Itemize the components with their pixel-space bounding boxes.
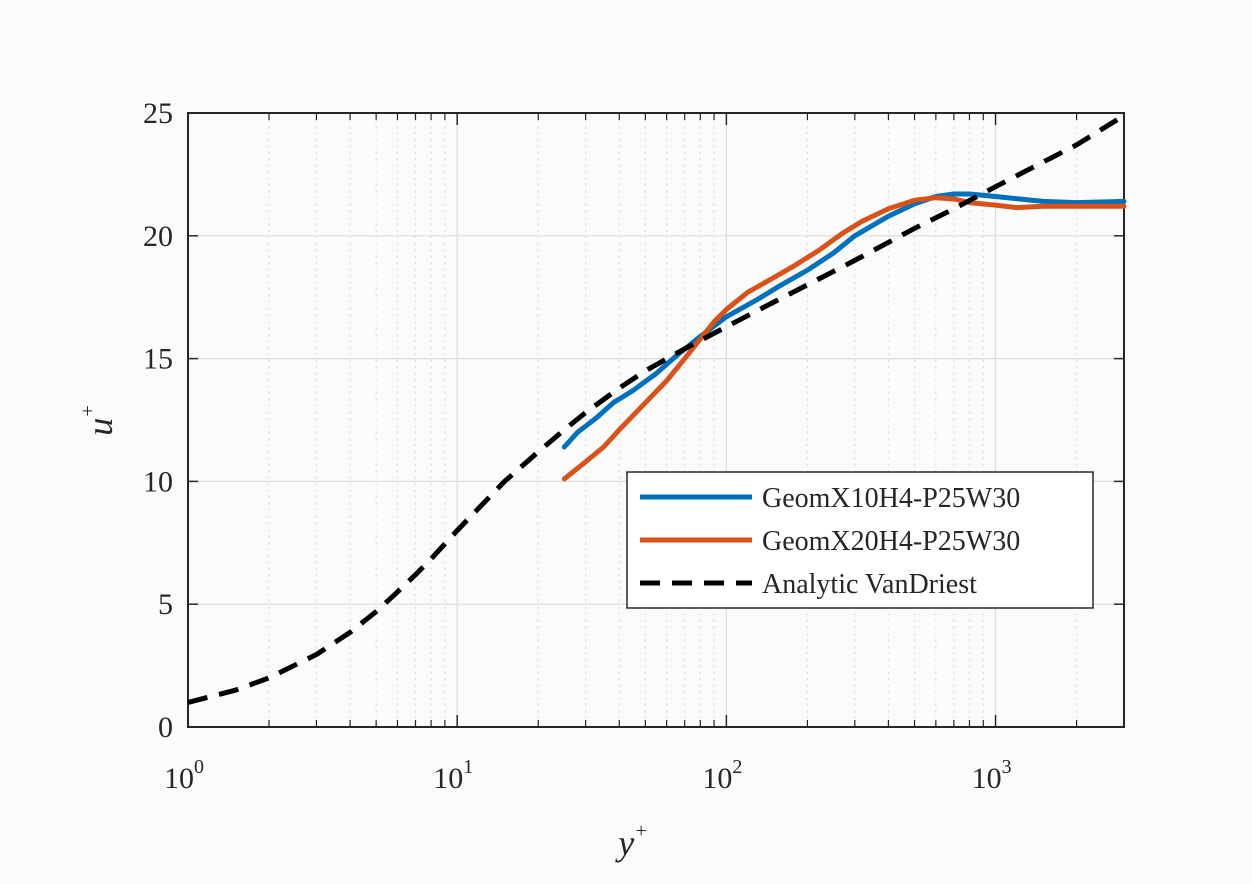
- y-tick-label: 10: [143, 465, 173, 498]
- series-line-2: [561, 195, 1127, 482]
- y-tick-label: 15: [143, 343, 173, 376]
- y-tick-labels: 0 5 10 15 20 25: [143, 97, 173, 744]
- series-line-1: [561, 191, 1127, 450]
- y-tick-label: 25: [143, 97, 173, 130]
- plot-area-frame: [187, 112, 1125, 728]
- x-tick-label: 101: [433, 756, 473, 795]
- tick-marks: [187, 112, 1125, 728]
- y-tick-label: 5: [158, 588, 173, 621]
- x-tick-label: 103: [972, 756, 1012, 795]
- legend-label: GeomX20H4-P25W30: [762, 526, 1020, 557]
- x-tick-labels: 100 101 102 103: [164, 756, 1012, 795]
- y-tick-label: 0: [158, 711, 173, 744]
- x-axis-label: y+: [615, 820, 647, 863]
- legend-label: GeomX10H4-P25W30: [762, 483, 1020, 514]
- y-tick-label: 20: [143, 220, 173, 253]
- legend: GeomX10H4-P25W30 GeomX20H4-P25W30 Analytic…: [626, 471, 1094, 609]
- legend-label: Analytic VanDriest: [762, 569, 977, 600]
- x-tick-label: 100: [164, 756, 204, 795]
- series-lines: [187, 113, 1127, 705]
- x-tick-label: 102: [702, 756, 742, 795]
- series-line-3: [187, 113, 1126, 705]
- y-axis-label: u+: [77, 404, 120, 436]
